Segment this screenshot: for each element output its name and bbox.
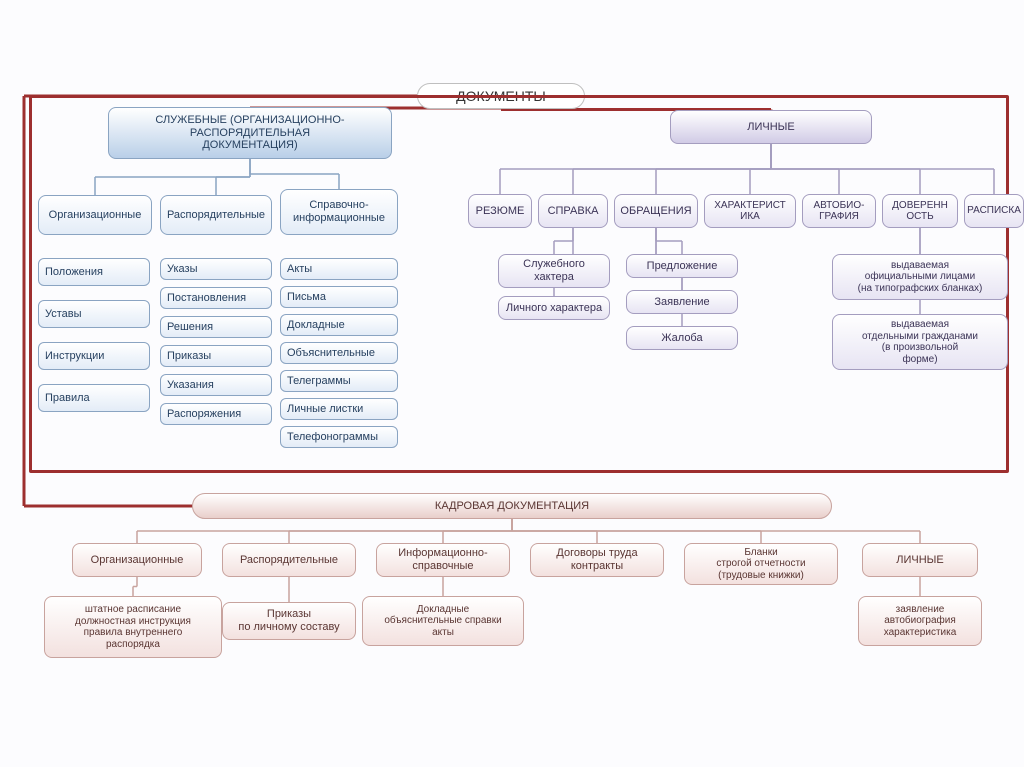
node-korg: Организационные — [72, 543, 202, 577]
list-item: Приказы — [160, 345, 272, 367]
node-org: Организационные — [38, 195, 152, 235]
node-label-dov2: выдаваемаяотдельными гражданами(в произв… — [862, 319, 978, 365]
node-label-lich: ЛИЧНЫЕ — [747, 121, 794, 134]
node-label-korg: Организационные — [91, 554, 184, 567]
node-label-korg1: штатное расписаниедолжностная инструкция… — [75, 604, 191, 650]
node-rasp: Распорядительные — [160, 195, 272, 235]
node-label-org: Организационные — [49, 209, 142, 222]
node-label-kinf1: Докладныеобъяснительные справкиакты — [384, 604, 501, 639]
node-krasp1: Приказыпо личному составу — [222, 602, 356, 640]
node-zhal: Жалоба — [626, 326, 738, 350]
list-item: Постановления — [160, 287, 272, 309]
node-kinf1: Докладныеобъяснительные справкиакты — [362, 596, 524, 646]
node-har: ХАРАКТЕРИСТИКА — [704, 194, 796, 228]
node-label-sprav: Справочно-информационные — [293, 199, 385, 224]
list-item: Телефонограммы — [280, 426, 398, 448]
node-label-obr: ОБРАЩЕНИЯ — [620, 205, 691, 218]
node-label-sluchar: Служебногохактера — [523, 258, 585, 283]
list-item: Решения — [160, 316, 272, 338]
node-dov2: выдаваемаяотдельными гражданами(в произв… — [832, 314, 1008, 370]
node-label-dov1: выдаваемаяофициальными лицами(на типогра… — [858, 260, 983, 295]
node-label-rsp: РАСПИСКА — [967, 205, 1021, 217]
node-kdog: Договоры трудаконтракты — [530, 543, 664, 577]
list-item: Письма — [280, 286, 398, 308]
list-item: Телеграммы — [280, 370, 398, 392]
node-klich: ЛИЧНЫЕ — [862, 543, 978, 577]
node-label-rasp: Распорядительные — [167, 209, 265, 222]
node-label-krasp1: Приказыпо личному составу — [238, 608, 339, 633]
list-item: Указы — [160, 258, 272, 280]
node-korg1: штатное расписаниедолжностная инструкция… — [44, 596, 222, 658]
node-sprav: Справочно-информационные — [280, 189, 398, 235]
node-rez: РЕЗЮМЕ — [468, 194, 532, 228]
list-item: Инструкции — [38, 342, 150, 370]
node-kbla: Бланкистрогой отчетности(трудовые книжки… — [684, 543, 838, 585]
list-item: Положения — [38, 258, 150, 286]
node-label-kbla: Бланкистрогой отчетности(трудовые книжки… — [716, 547, 805, 582]
diagram-stage: ДОКУМЕНТЫСЛУЖЕБНЫЕ (ОРГАНИЗАЦИОННО-РАСПО… — [0, 0, 1024, 767]
list-item: Уставы — [38, 300, 150, 328]
node-predl: Предложение — [626, 254, 738, 278]
list-item: Акты — [280, 258, 398, 280]
node-rsp: РАСПИСКА — [964, 194, 1024, 228]
node-obr: ОБРАЩЕНИЯ — [614, 194, 698, 228]
node-zayav: Заявление — [626, 290, 738, 314]
node-krasp: Распорядительные — [222, 543, 356, 577]
node-label-har: ХАРАКТЕРИСТИКА — [714, 200, 785, 223]
node-dov1: выдаваемаяофициальными лицами(на типогра… — [832, 254, 1008, 300]
list-item: Правила — [38, 384, 150, 412]
list-item: Объяснительные — [280, 342, 398, 364]
node-label-sprk: СПРАВКА — [548, 205, 599, 218]
node-label-klich: ЛИЧНЫЕ — [896, 554, 943, 567]
node-dov: ДОВЕРЕННОСТЬ — [882, 194, 958, 228]
node-label-dov: ДОВЕРЕННОСТЬ — [892, 200, 948, 223]
list-item: Указания — [160, 374, 272, 396]
node-sluzh: СЛУЖЕБНЫЕ (ОРГАНИЗАЦИОННО-РАСПОРЯДИТЕЛЬН… — [108, 107, 392, 159]
node-label-kadr: КАДРОВАЯ ДОКУМЕНТАЦИЯ — [435, 500, 589, 513]
node-label-zayav: Заявление — [654, 296, 709, 309]
list-item: Личные листки — [280, 398, 398, 420]
node-label-avt: АВТОБИО-ГРАФИЯ — [814, 200, 865, 223]
node-label-sluzh: СЛУЖЕБНЫЕ (ОРГАНИЗАЦИОННО-РАСПОРЯДИТЕЛЬН… — [155, 114, 344, 152]
node-label-klich1: заявлениеавтобиографияхарактеристика — [884, 604, 957, 639]
node-sluchar: Служебногохактера — [498, 254, 610, 288]
list-item: Распоряжения — [160, 403, 272, 425]
node-label-kinf: Информационно-справочные — [398, 547, 487, 572]
node-kadr: КАДРОВАЯ ДОКУМЕНТАЦИЯ — [192, 493, 832, 519]
node-sprk: СПРАВКА — [538, 194, 608, 228]
node-label-rez: РЕЗЮМЕ — [476, 205, 525, 218]
node-label-kdog: Договоры трудаконтракты — [556, 547, 637, 572]
node-klich1: заявлениеавтобиографияхарактеристика — [858, 596, 982, 646]
node-label-lichchar: Личного характера — [506, 302, 602, 315]
node-avt: АВТОБИО-ГРАФИЯ — [802, 194, 876, 228]
node-lich: ЛИЧНЫЕ — [670, 110, 872, 144]
node-lichchar: Личного характера — [498, 296, 610, 320]
list-item: Докладные — [280, 314, 398, 336]
node-label-krasp: Распорядительные — [240, 554, 338, 567]
node-label-zhal: Жалоба — [661, 332, 702, 345]
node-kinf: Информационно-справочные — [376, 543, 510, 577]
node-label-predl: Предложение — [647, 260, 718, 273]
